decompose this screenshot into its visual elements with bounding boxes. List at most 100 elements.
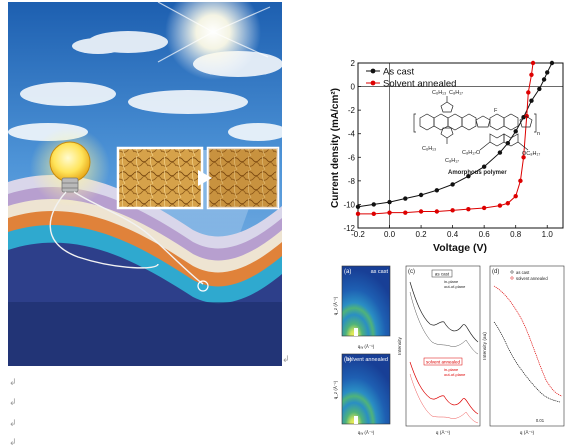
paragraph-mark: ↲	[9, 398, 17, 408]
data-point	[529, 98, 534, 103]
y-tick-label: -12	[343, 224, 355, 233]
data-point	[497, 150, 503, 155]
curve-as-cast	[493, 321, 561, 403]
substituent-label: C₈H₁₇	[445, 158, 459, 164]
data-point	[418, 192, 424, 198]
legend-marker-as-cast	[370, 68, 376, 74]
y-axis-label: q_z (Å⁻¹)	[332, 380, 338, 399]
legend-entry: in-plane	[444, 367, 459, 372]
curve-in-plane-solvent-annealed	[409, 361, 479, 415]
legend-solvent-annealed: Solvent annealed	[383, 79, 456, 90]
x-tick-labels: -0.2 0.0 0.2 0.4 0.6 0.8 1.0	[351, 230, 553, 239]
data-point	[418, 209, 424, 214]
data-point	[537, 86, 542, 92]
x-tick-label: 1.0	[542, 230, 554, 239]
data-point	[529, 72, 534, 77]
y-axis-label: q_z (Å⁻¹)	[332, 296, 338, 315]
substituent-label: C₆H₁₃	[422, 146, 436, 152]
paragraph-mark: ↲	[9, 419, 17, 429]
panel-label: (b)	[344, 357, 351, 363]
x-tick-label: 0.6	[479, 230, 491, 239]
y-tick-label: -10	[343, 200, 355, 209]
y-tick-label: -8	[348, 177, 356, 186]
data-point	[387, 210, 392, 215]
data-point	[497, 203, 503, 208]
substituent-label: C₈H₁₇O	[462, 150, 481, 156]
jv-curve-chart: -0.2 0.0 0.2 0.4 0.6 0.8 1.0 2 0 -2 -4 -6 -8 -10 -12 …	[328, 58, 566, 254]
curve-out-of-plane-solvent-annealed	[409, 373, 479, 424]
y-tick-label: -4	[348, 130, 356, 139]
legend-as-cast: As cast	[383, 67, 415, 78]
data-point	[450, 182, 455, 187]
substituent-label: C₆H₁₃	[432, 90, 446, 96]
data-point	[450, 208, 455, 213]
legend-entry: out-of-plane	[444, 372, 466, 377]
data-point	[355, 204, 361, 209]
chart-series	[355, 60, 555, 217]
y-axis-label: Intensity	[397, 336, 403, 354]
paragraph-mark: ↲	[9, 438, 17, 448]
substituent-label: OC₈H₁₇	[522, 151, 540, 157]
data-point	[466, 173, 471, 179]
data-point	[434, 188, 440, 193]
curve-in-plane-as-cast	[409, 281, 479, 343]
y-tick-label: 0	[351, 83, 356, 92]
polymer-structure-inset	[413, 96, 537, 151]
data-point	[521, 155, 526, 160]
legend-entry: in-plane	[444, 279, 459, 284]
x-axis-label: q (Å⁻¹)	[436, 429, 451, 436]
x-tick-label: 0.2	[416, 230, 428, 239]
data-point	[505, 140, 511, 146]
panel-c-line-cuts: (c) Intensity q (Å⁻¹) as cast in-plane o…	[397, 265, 481, 436]
panel-title: as cast	[371, 269, 389, 275]
data-point	[526, 90, 531, 95]
panel-a-as-cast: (a) as cast q_z (Å⁻¹) qₓᵧ (Å⁻¹)	[332, 265, 391, 349]
y-tick-label: -2	[348, 106, 356, 115]
data-point	[371, 211, 376, 217]
data-point	[513, 129, 518, 134]
data-point	[403, 210, 408, 215]
data-point	[403, 196, 408, 201]
data-point	[355, 211, 361, 217]
data-point	[387, 199, 392, 205]
legend-entry: as cast	[516, 270, 530, 275]
cover-illustration	[8, 2, 282, 366]
x-tick-label: 0.8	[510, 230, 522, 239]
legend-title: as cast	[435, 272, 450, 277]
series-line-1	[358, 62, 534, 215]
data-point	[481, 205, 487, 211]
polymer-structure-labels: C₆H₁₃ C₈H₁₇ C₆H₁₃ C₈H₁₇ C₈H₁₇O OC₈H₁₇ F …	[422, 90, 540, 176]
panel-label: (d)	[492, 269, 499, 275]
data-point	[541, 77, 547, 82]
data-point	[518, 178, 523, 184]
x-axis-label: qₓᵧ (Å⁻¹)	[358, 343, 375, 349]
data-point	[434, 209, 440, 214]
data-point	[530, 60, 536, 66]
y-axis-label: Intensity (au)	[482, 332, 488, 360]
y-tick-labels: 2 0 -2 -4 -6 -8 -10 -12	[343, 59, 355, 233]
x-axis-label: Voltage (V)	[433, 242, 487, 254]
panel-label: (a)	[344, 269, 351, 275]
y-tick-label: -6	[348, 153, 356, 162]
x-tick-label: 0.4	[447, 230, 459, 239]
paragraph-mark: ↲	[9, 378, 17, 388]
scattering-figure: (a) as cast q_z (Å⁻¹) qₓᵧ (Å⁻¹) (b) solv…	[332, 262, 566, 437]
data-point	[481, 164, 487, 169]
inset-caption: Amorphous polymer	[448, 170, 507, 176]
x-axis-label: qₓᵧ (Å⁻¹)	[358, 429, 375, 435]
chart-legend: As cast Solvent annealed	[366, 67, 456, 90]
panel-b-solvent-annealed: (b) solvent annealed q_z (Å⁻¹) qₓᵧ (Å⁻¹)	[332, 353, 391, 435]
legend-entry: out-of-plane	[444, 284, 466, 289]
axis-tick-label: 0.01	[536, 418, 545, 423]
legend-marker-solvent-annealed	[370, 80, 376, 86]
data-point	[545, 70, 550, 75]
data-point	[371, 202, 376, 207]
legend-entry: solvent annealed	[516, 276, 548, 281]
x-tick-label: 0.0	[384, 230, 396, 239]
panel-label: (c)	[408, 269, 415, 275]
substituent-label: n	[537, 131, 540, 137]
legend-title: solvent annealed	[426, 360, 461, 365]
data-point	[549, 60, 555, 66]
substituent-label: C₈H₁₇	[449, 90, 463, 96]
paragraph-mark-cover: ↲	[282, 355, 290, 365]
